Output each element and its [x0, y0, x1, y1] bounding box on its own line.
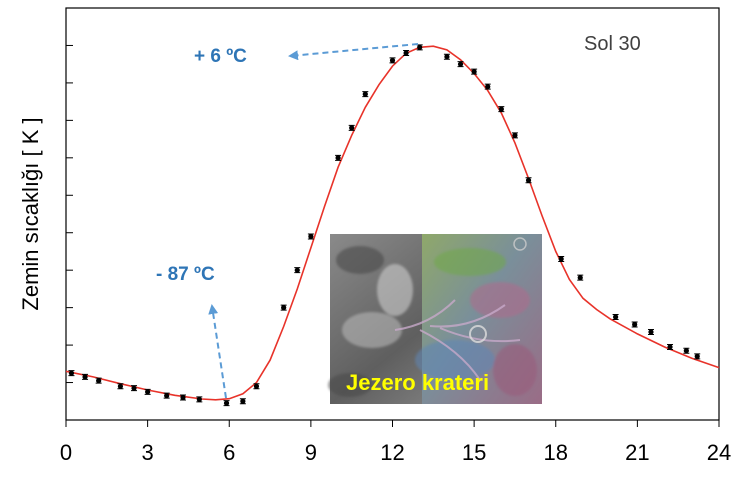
data-point: [223, 400, 230, 407]
data-point: [362, 91, 369, 98]
jezero-crater-image: [328, 234, 542, 404]
data-point: [294, 267, 301, 274]
data-point: [694, 353, 701, 360]
data-point: [511, 132, 518, 139]
data-point: [683, 347, 690, 354]
data-point: [558, 255, 565, 262]
min-temperature-label: - 87 ºC: [156, 264, 215, 285]
data-point: [667, 343, 674, 350]
y-axis-label: Zemin sıcaklığı [ K ]: [18, 117, 43, 310]
data-point: [443, 53, 450, 60]
inset-label: Jezero krateri: [346, 370, 489, 395]
data-point: [117, 383, 124, 390]
sol-label: Sol 30: [584, 33, 641, 55]
data-point: [612, 314, 619, 320]
data-point: [631, 321, 638, 328]
max-annotation-arrow: [288, 43, 419, 61]
x-tick-label: 0: [60, 440, 72, 465]
x-tick-label: 15: [462, 440, 486, 465]
data-point: [498, 106, 505, 113]
data-point: [131, 385, 138, 392]
data-point: [179, 394, 186, 401]
data-point: [457, 61, 464, 68]
x-tick-label: 21: [625, 440, 649, 465]
data-point: [196, 396, 203, 403]
data-point: [95, 377, 102, 384]
data-point: [163, 392, 170, 399]
data-point: [335, 154, 342, 161]
data-point: [525, 177, 532, 184]
y-axis-ticks: [66, 7, 73, 421]
x-axis-ticks: 0 3 6 9 12 15 18 21 24: [60, 420, 731, 465]
x-tick-label: 6: [223, 440, 235, 465]
data-point: [144, 388, 151, 395]
data-point: [239, 398, 246, 405]
data-point: [647, 328, 654, 335]
data-point: [416, 44, 423, 51]
data-point: [389, 57, 396, 64]
x-tick-label: 24: [707, 440, 731, 465]
data-point: [403, 49, 410, 56]
x-tick-label: 18: [544, 440, 568, 465]
x-tick-label: 12: [380, 440, 404, 465]
data-point: [471, 68, 478, 75]
model-curve: [65, 45, 720, 401]
data-point: [348, 124, 355, 131]
min-annotation-arrow: [208, 304, 227, 399]
x-tick-label: 9: [305, 440, 317, 465]
max-temperature-label: + 6 ºC: [194, 46, 247, 67]
x-tick-label: 3: [142, 440, 154, 465]
data-point: [484, 83, 491, 90]
data-point: [577, 274, 584, 281]
data-point: [307, 233, 314, 240]
data-point: [68, 370, 75, 377]
data-point: [253, 383, 260, 390]
data-point: [280, 304, 287, 311]
measurement-points: [68, 44, 701, 407]
data-point: [82, 373, 89, 380]
